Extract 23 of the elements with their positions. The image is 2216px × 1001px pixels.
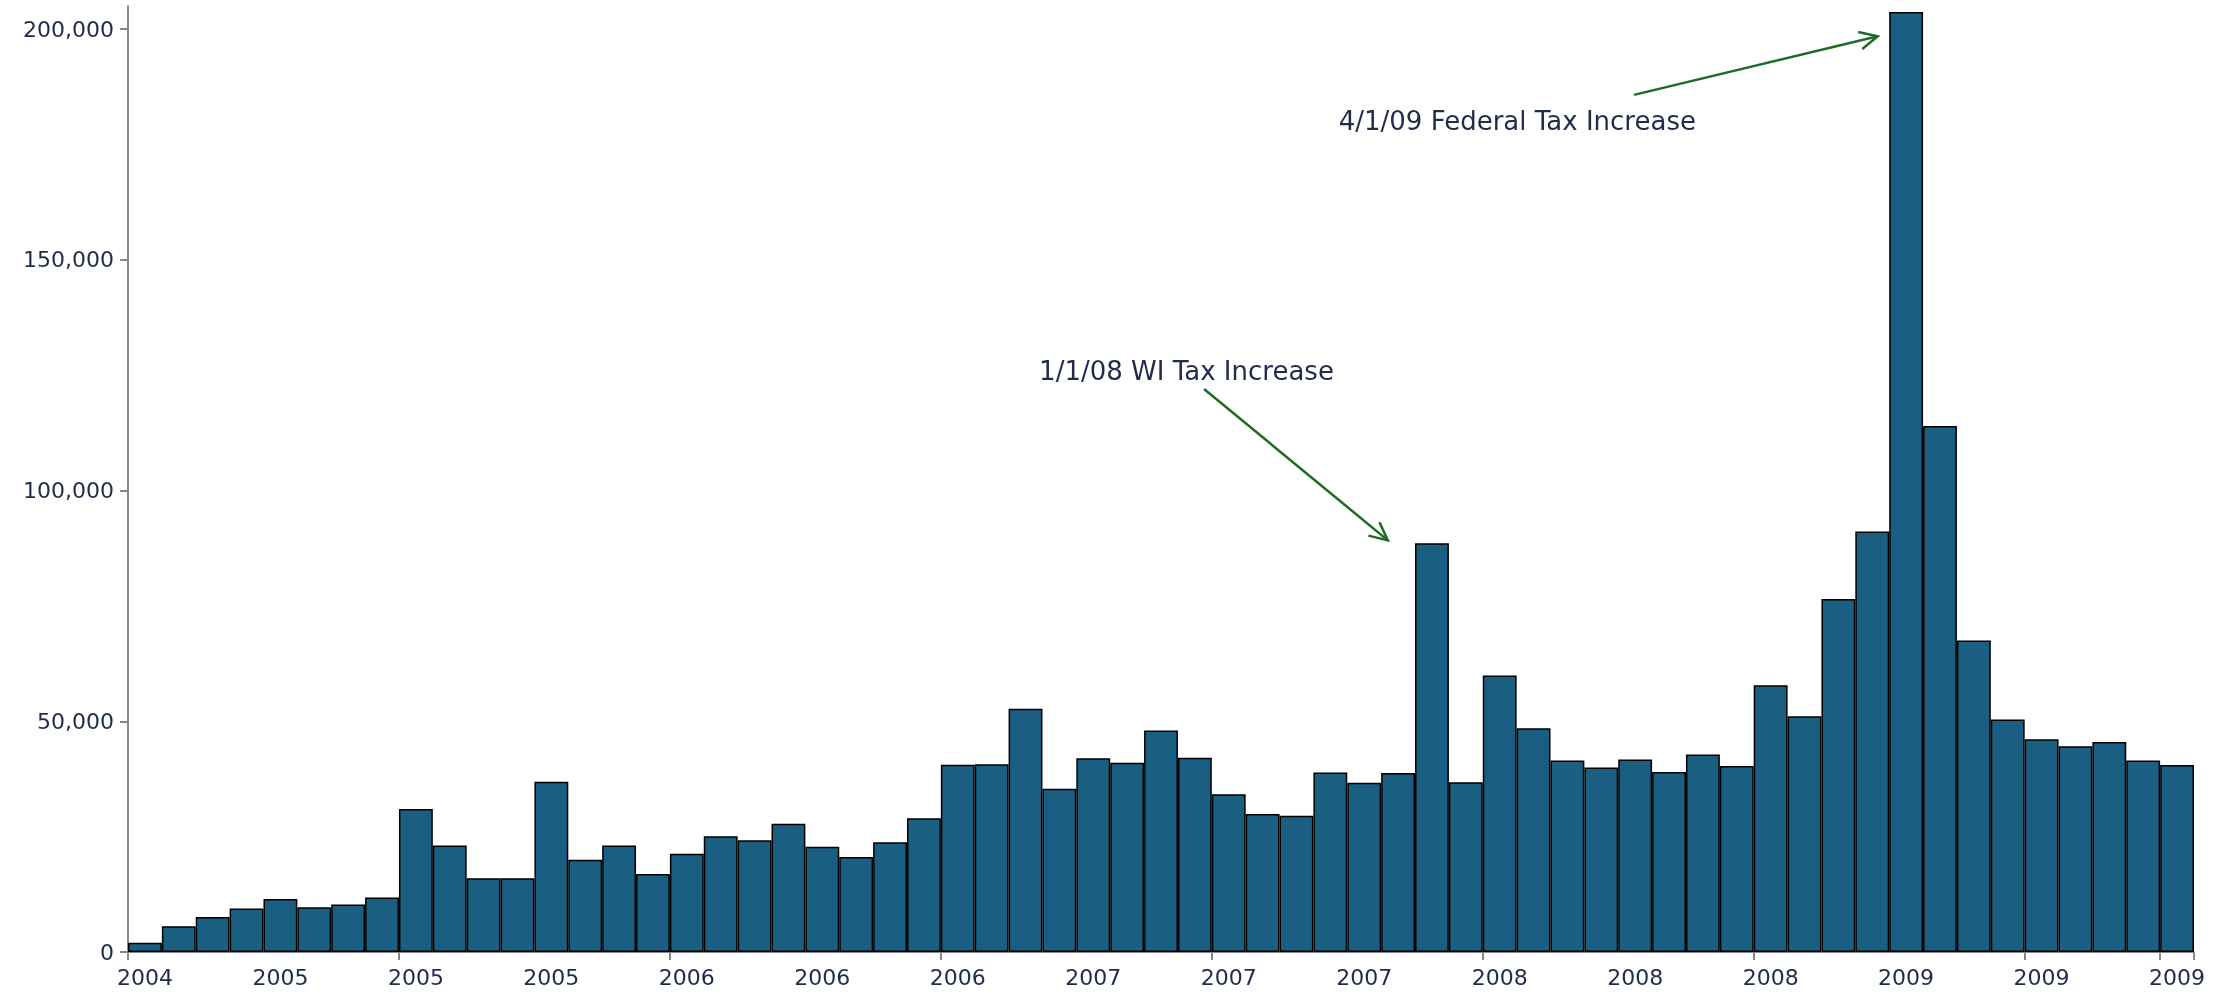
x-tick-label: 2005	[523, 964, 580, 990]
y-tick-label: 0	[100, 939, 114, 965]
x-tick-label: 2006	[794, 964, 851, 990]
x-tick-label: 2009	[2149, 964, 2206, 990]
x-tick-label: 2008	[1471, 964, 1528, 990]
annotation: 4/1/09 Federal Tax Increase	[1338, 106, 1696, 137]
x-tick-label: 2006	[929, 964, 986, 990]
x-tick-label: 2008	[1742, 964, 1799, 990]
x-tick-label: 2009	[2013, 964, 2070, 990]
annotation: 1/1/08 WI Tax Increase	[1039, 356, 1334, 387]
y-tick-label: 50,000	[37, 708, 114, 734]
y-tick-label: 150,000	[23, 247, 114, 273]
x-tick-label: 2004	[116, 964, 173, 990]
x-tick-label: 2006	[658, 964, 715, 990]
x-tick-label: 2009	[1878, 964, 1935, 990]
x-tick-label: 2007	[1336, 964, 1393, 990]
x-tick-label: 2007	[1200, 964, 1257, 990]
y-tick-label: 200,000	[23, 16, 114, 42]
y-tick-label: 100,000	[23, 478, 114, 504]
x-tick-label: 2008	[1607, 964, 1664, 990]
x-tick-label: 2005	[387, 964, 444, 990]
x-tick-label: 2005	[252, 964, 309, 990]
x-tick-label: 2007	[1065, 964, 1122, 990]
